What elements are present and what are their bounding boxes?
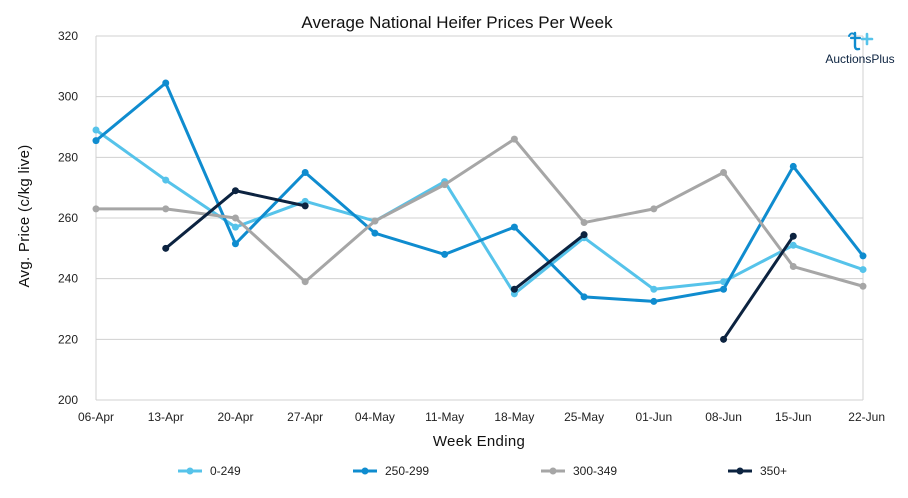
x-tick-label: 22-Jun <box>848 410 885 424</box>
x-tick-label: 11-May <box>425 410 464 424</box>
axes: 200 220 240 260 280 300 320 06-Apr 13-Apr 20-Apr 2… <box>58 29 885 424</box>
x-axis-title: Week Ending <box>433 433 525 450</box>
data-point <box>441 250 449 258</box>
data-point <box>301 278 309 286</box>
data-point <box>789 241 797 249</box>
data-point <box>231 214 239 222</box>
data-point <box>859 266 867 274</box>
data-point <box>580 219 588 227</box>
data-point <box>510 223 518 231</box>
series-300-349 <box>92 135 867 290</box>
x-tick-label: 13-Apr <box>148 410 184 424</box>
data-point <box>859 282 867 290</box>
data-point <box>162 79 170 87</box>
data-point <box>580 231 588 239</box>
gridlines <box>95 35 864 401</box>
legend-label: 350+ <box>760 464 787 478</box>
x-tick-label: 01-Jun <box>635 410 672 424</box>
y-tick-label: 300 <box>58 90 78 104</box>
data-point <box>789 232 797 240</box>
data-point <box>650 297 658 305</box>
auctionsplus-logo-icon <box>848 31 874 51</box>
data-point <box>650 205 658 213</box>
legend-item: 250-299 <box>353 464 429 478</box>
logo-text: AuctionsPlus <box>825 52 894 66</box>
legend-item: 300-349 <box>541 464 617 478</box>
x-tick-label: 15-Jun <box>775 410 812 424</box>
data-point <box>162 205 170 213</box>
series-line <box>722 234 795 341</box>
data-point <box>510 285 518 293</box>
data-point <box>162 176 170 184</box>
x-tick-label: 27-Apr <box>287 410 323 424</box>
data-point <box>510 135 518 143</box>
y-tick-label: 220 <box>58 332 78 346</box>
data-point <box>441 181 449 189</box>
data-point <box>231 187 239 195</box>
legend-label: 250-299 <box>385 464 429 478</box>
data-point <box>789 162 797 170</box>
series-line <box>94 137 865 288</box>
data-point <box>580 293 588 301</box>
data-point <box>92 205 100 213</box>
x-tick-label: 20-Apr <box>217 410 253 424</box>
data-point <box>859 252 867 260</box>
legend-item: 350+ <box>728 464 787 478</box>
logo: AuctionsPlus <box>825 31 895 66</box>
series-line <box>512 233 586 291</box>
data-point <box>720 335 728 343</box>
data-point <box>371 229 379 237</box>
data-point <box>650 285 658 293</box>
legend-label: 300-349 <box>573 464 617 478</box>
series-250-299 <box>92 79 867 305</box>
data-point <box>162 244 170 252</box>
y-tick-label: 320 <box>58 29 78 43</box>
data-point <box>301 169 309 176</box>
legend-label: 0-249 <box>210 464 241 478</box>
data-point <box>789 263 797 271</box>
legend-marker <box>186 467 194 475</box>
legend-marker <box>361 467 369 475</box>
legend-marker <box>736 467 744 475</box>
x-tick-label: 18-May <box>494 410 534 424</box>
x-tick-label: 08-Jun <box>705 410 742 424</box>
data-point <box>231 223 239 231</box>
y-tick-label: 260 <box>58 211 78 225</box>
data-point <box>720 169 728 176</box>
data-point <box>231 240 239 248</box>
legend-marker <box>549 467 557 475</box>
series-layer <box>92 79 867 343</box>
x-tick-label: 25-May <box>564 410 604 424</box>
data-point <box>92 126 100 134</box>
y-tick-label: 240 <box>58 272 78 286</box>
x-tick-label: 04-May <box>355 410 395 424</box>
legend: 0-249 250-299 300-349 350+ <box>178 464 787 478</box>
y-axis-title: Avg. Price (c/kg live) <box>16 144 33 287</box>
y-tick-label: 280 <box>58 150 78 164</box>
legend-item: 0-249 <box>178 464 241 478</box>
series-350+ <box>162 187 797 343</box>
y-tick-label: 200 <box>58 393 78 407</box>
data-point <box>371 217 379 225</box>
data-point <box>92 137 100 145</box>
x-tick-label: 06-Apr <box>78 410 114 424</box>
data-point <box>720 285 728 293</box>
data-point <box>301 202 309 210</box>
chart-title: Average National Heifer Prices Per Week <box>301 13 613 32</box>
